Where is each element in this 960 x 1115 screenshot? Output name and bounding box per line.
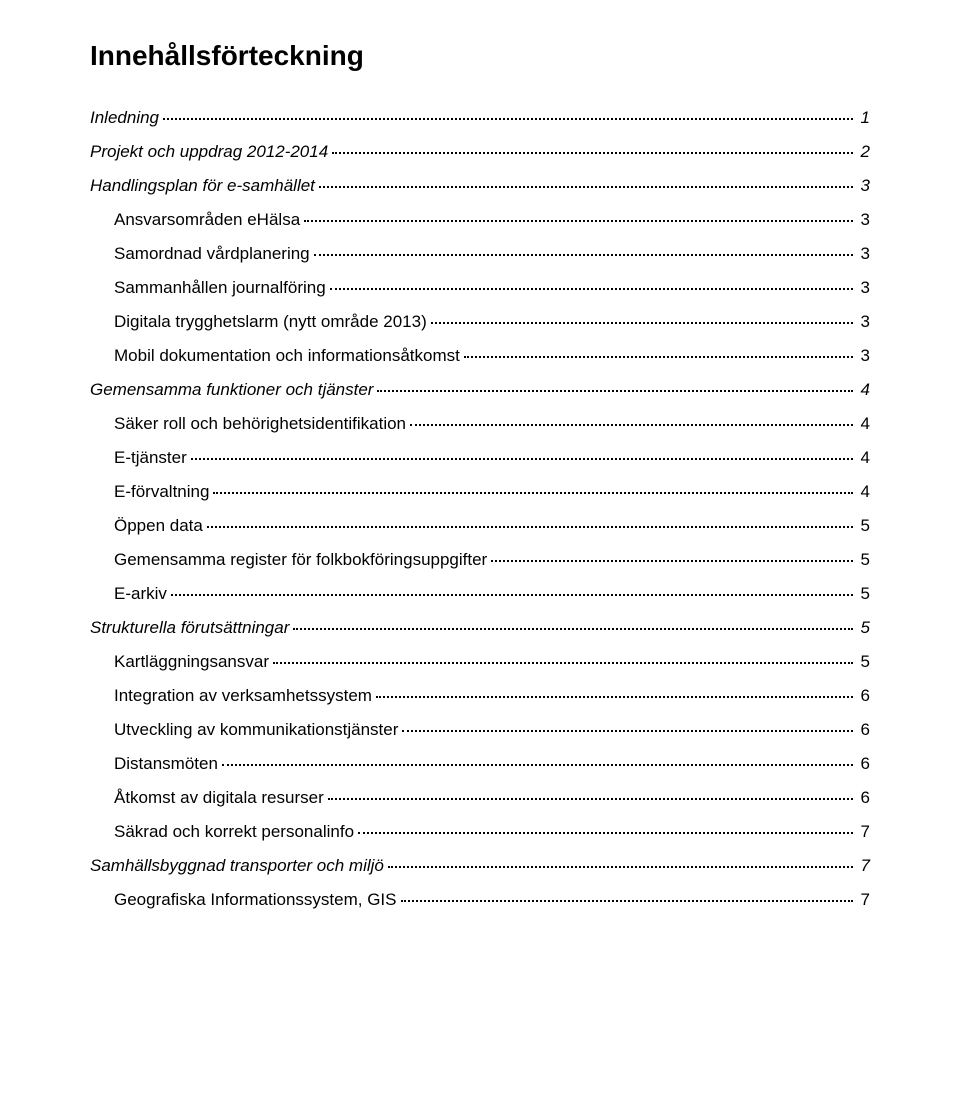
toc-entry-page: 5 [857, 652, 870, 672]
toc-leader-dots [314, 254, 853, 256]
toc-entry-page: 6 [857, 686, 870, 706]
toc-entry-page: 3 [857, 210, 870, 230]
toc-entry-label: Mobil dokumentation och informationsåtko… [114, 346, 460, 366]
toc-entry-label: Inledning [90, 108, 159, 128]
toc-entry-page: 3 [857, 346, 870, 366]
toc-entry-label: Gemensamma funktioner och tjänster [90, 380, 373, 400]
toc-entry-page: 3 [857, 176, 870, 196]
toc-entry-label: Utveckling av kommunikationstjänster [114, 720, 398, 740]
toc-leader-dots [330, 288, 853, 290]
toc-leader-dots [431, 322, 853, 324]
toc-leader-dots [293, 628, 852, 630]
toc-leader-dots [401, 900, 853, 902]
toc-entry[interactable]: Geografiska Informationssystem, GIS 7 [90, 890, 870, 910]
toc-leader-dots [191, 458, 853, 460]
toc-entry[interactable]: Samordnad vårdplanering 3 [90, 244, 870, 264]
toc-leader-dots [402, 730, 852, 732]
toc-entry-label: Säkrad och korrekt personalinfo [114, 822, 354, 842]
toc-entry[interactable]: Digitala trygghetslarm (nytt område 2013… [90, 312, 870, 332]
toc-entry[interactable]: Säkrad och korrekt personalinfo 7 [90, 822, 870, 842]
toc-entry[interactable]: Kartläggningsansvar 5 [90, 652, 870, 672]
toc-entry-page: 4 [857, 448, 870, 468]
toc-leader-dots [388, 866, 853, 868]
toc-entry-page: 4 [857, 380, 870, 400]
toc-leader-dots [171, 594, 853, 596]
toc-entry-label: Sammanhållen journalföring [114, 278, 326, 298]
toc-entry-page: 5 [857, 618, 870, 638]
page-title: Innehållsförteckning [90, 40, 870, 72]
toc-leader-dots [207, 526, 853, 528]
toc-entry-page: 5 [857, 584, 870, 604]
toc-entry[interactable]: Integration av verksamhetssystem 6 [90, 686, 870, 706]
toc-leader-dots [377, 390, 852, 392]
toc-leader-dots [273, 662, 853, 664]
toc-entry[interactable]: Projekt och uppdrag 2012-2014 2 [90, 142, 870, 162]
toc-entry-page: 5 [857, 516, 870, 536]
toc-entry-label: Säker roll och behörighetsidentifikation [114, 414, 406, 434]
toc-entry-label: Strukturella förutsättningar [90, 618, 289, 638]
toc-entry[interactable]: Gemensamma funktioner och tjänster 4 [90, 380, 870, 400]
toc-entry-page: 6 [857, 754, 870, 774]
toc-leader-dots [328, 798, 853, 800]
toc-entry-label: Öppen data [114, 516, 203, 536]
toc-leader-dots [464, 356, 853, 358]
toc-entry[interactable]: Sammanhållen journalföring 3 [90, 278, 870, 298]
toc-entry-label: E-förvaltning [114, 482, 209, 502]
toc-entry-page: 6 [857, 720, 870, 740]
toc-leader-dots [410, 424, 853, 426]
toc-leader-dots [491, 560, 852, 562]
toc-entry-page: 5 [857, 550, 870, 570]
toc-entry[interactable]: Utveckling av kommunikationstjänster 6 [90, 720, 870, 740]
toc-entry-page: 7 [857, 856, 870, 876]
toc-entry-label: Distansmöten [114, 754, 218, 774]
document-page: Innehållsförteckning Inledning 1 Projekt o… [0, 0, 960, 1115]
toc-leader-dots [213, 492, 852, 494]
toc-leader-dots [358, 832, 853, 834]
toc-entry[interactable]: Distansmöten 6 [90, 754, 870, 774]
toc-entry[interactable]: E-tjänster 4 [90, 448, 870, 468]
toc-entry-label: Projekt och uppdrag 2012-2014 [90, 142, 328, 162]
toc-entry-page: 7 [857, 822, 870, 842]
toc-entry[interactable]: Inledning 1 [90, 108, 870, 128]
toc-entry-label: Digitala trygghetslarm (nytt område 2013… [114, 312, 427, 332]
toc-entry-page: 1 [857, 108, 870, 128]
toc-entry-page: 7 [857, 890, 870, 910]
toc-entry-label: Åtkomst av digitala resurser [114, 788, 324, 808]
toc-entry-page: 4 [857, 482, 870, 502]
toc-entry[interactable]: Handlingsplan för e-samhället 3 [90, 176, 870, 196]
toc-entry-page: 3 [857, 244, 870, 264]
toc-entry-label: E-arkiv [114, 584, 167, 604]
toc-entry[interactable]: Åtkomst av digitala resurser 6 [90, 788, 870, 808]
toc-leader-dots [332, 152, 852, 154]
toc-entry-label: Integration av verksamhetssystem [114, 686, 372, 706]
toc-entry[interactable]: Ansvarsområden eHälsa 3 [90, 210, 870, 230]
toc-leader-dots [376, 696, 853, 698]
toc-entry-page: 3 [857, 312, 870, 332]
toc-entry[interactable]: Gemensamma register för folkbokföringsup… [90, 550, 870, 570]
toc-entry-label: Handlingsplan för e-samhället [90, 176, 315, 196]
toc-entry-label: Samhällsbyggnad transporter och miljö [90, 856, 384, 876]
toc-entry[interactable]: Öppen data 5 [90, 516, 870, 536]
toc-leader-dots [319, 186, 853, 188]
toc-entry[interactable]: Samhällsbyggnad transporter och miljö 7 [90, 856, 870, 876]
toc-entry[interactable]: E-förvaltning 4 [90, 482, 870, 502]
toc-leader-dots [222, 764, 853, 766]
toc-entry-label: Kartläggningsansvar [114, 652, 269, 672]
toc-entry[interactable]: Strukturella förutsättningar 5 [90, 618, 870, 638]
toc-entry-page: 6 [857, 788, 870, 808]
toc-entry-label: Ansvarsområden eHälsa [114, 210, 300, 230]
toc-entry-page: 4 [857, 414, 870, 434]
toc-leader-dots [163, 118, 853, 120]
table-of-contents: Inledning 1 Projekt och uppdrag 2012-2014 2… [90, 108, 870, 910]
toc-entry-page: 2 [857, 142, 870, 162]
toc-entry-label: Samordnad vårdplanering [114, 244, 310, 264]
toc-entry[interactable]: Säker roll och behörighetsidentifikation… [90, 414, 870, 434]
toc-leader-dots [304, 220, 852, 222]
toc-entry-page: 3 [857, 278, 870, 298]
toc-entry[interactable]: Mobil dokumentation och informationsåtko… [90, 346, 870, 366]
toc-entry-label: Geografiska Informationssystem, GIS [114, 890, 397, 910]
toc-entry-label: E-tjänster [114, 448, 187, 468]
toc-entry-label: Gemensamma register för folkbokföringsup… [114, 550, 487, 570]
toc-entry[interactable]: E-arkiv 5 [90, 584, 870, 604]
